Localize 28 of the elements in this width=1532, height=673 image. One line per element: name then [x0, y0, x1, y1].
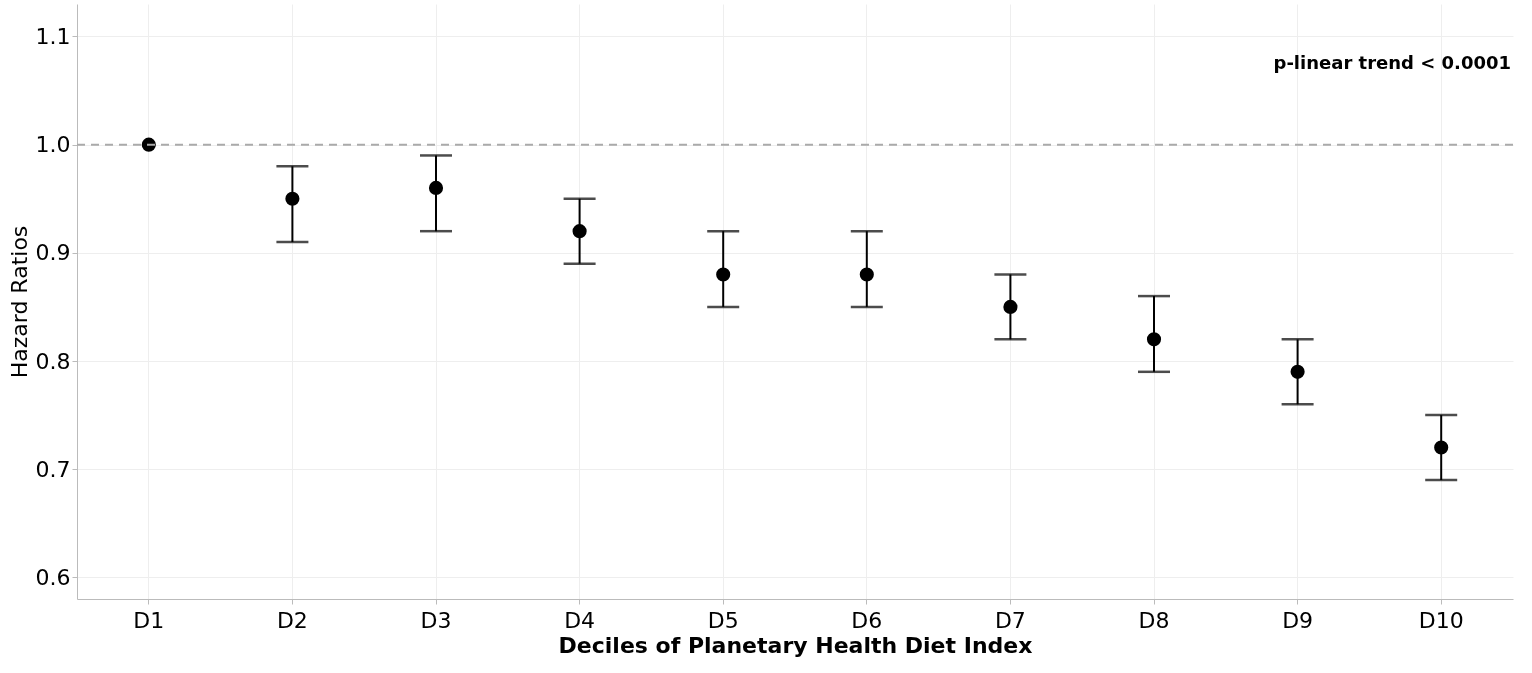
y-tick-label: 0.7 [35, 456, 71, 482]
y-tick-label: 1.0 [35, 132, 71, 158]
x-tick-label: D9 [1282, 607, 1314, 633]
x-tick-label: D10 [1418, 607, 1464, 633]
x-tick-label: D5 [707, 607, 739, 633]
x-tick-label: D4 [564, 607, 596, 633]
point [572, 224, 587, 239]
x-axis-title: Deciles of Planetary Health Diet Index [558, 632, 1033, 658]
point [1434, 440, 1449, 455]
y-tick-label: 0.8 [35, 348, 71, 374]
point [1290, 364, 1305, 379]
annotation: p-linear trend < 0.0001 [1273, 51, 1511, 73]
point [428, 180, 444, 195]
point [716, 267, 731, 282]
x-tick-label: D1 [133, 607, 165, 633]
x-tick-label: D3 [420, 607, 452, 633]
point [285, 191, 300, 206]
x-tick-label: D8 [1138, 607, 1170, 633]
point [1146, 332, 1162, 347]
x-tick-label: D6 [851, 607, 883, 633]
point [1003, 299, 1018, 314]
y-tick-label: 0.6 [35, 564, 71, 590]
y-tick-label: 0.9 [35, 240, 71, 266]
x-tick-label: D7 [994, 607, 1026, 633]
y-tick-label: 1.1 [35, 23, 71, 49]
point [859, 267, 874, 282]
y-axis-title: Hazard Ratios [6, 225, 32, 379]
x-tick-label: D2 [276, 607, 308, 633]
